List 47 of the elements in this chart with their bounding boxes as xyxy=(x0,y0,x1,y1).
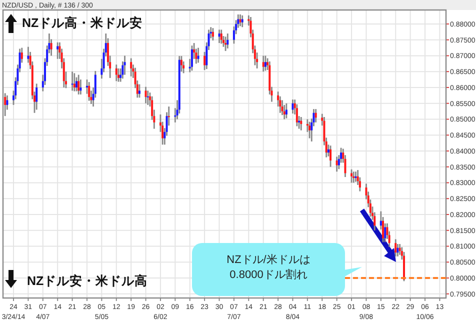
candlestick xyxy=(226,32,229,50)
candlestick xyxy=(197,47,200,64)
candlestick xyxy=(403,251,406,282)
annotation: NZドル/米ドルは 0.8000ドル割れ xyxy=(226,253,310,281)
candlestick xyxy=(308,121,311,139)
candlestick xyxy=(218,28,220,44)
candlestick xyxy=(220,28,222,44)
candlestick xyxy=(279,96,282,114)
candlestick xyxy=(264,55,266,72)
candlestick xyxy=(73,72,76,92)
annotation: NZドル高・米ドル安 xyxy=(22,15,143,30)
candlestick xyxy=(138,84,140,98)
candlestick xyxy=(56,42,59,60)
candlestick xyxy=(78,74,80,96)
candlestick xyxy=(117,68,120,82)
candlestick xyxy=(115,64,118,82)
candlestick xyxy=(314,108,317,124)
candlestick xyxy=(190,44,193,72)
candlestick xyxy=(285,102,288,119)
candlestick xyxy=(330,144,332,168)
candlestick xyxy=(296,104,298,127)
candlestick xyxy=(300,116,302,132)
candlestick xyxy=(144,86,147,104)
candlestick xyxy=(80,78,82,96)
candlestick xyxy=(350,168,353,184)
candlestick xyxy=(241,14,244,28)
candlestick xyxy=(212,27,214,42)
candlestick xyxy=(352,170,355,184)
candlestick xyxy=(262,55,264,72)
candlestick xyxy=(394,238,397,258)
candlestick xyxy=(75,76,78,92)
candlestick xyxy=(281,99,284,116)
candlestick xyxy=(146,90,149,106)
candlestick xyxy=(396,243,399,258)
candlestick xyxy=(71,70,74,92)
candlestick xyxy=(398,243,401,256)
candlestick xyxy=(130,58,132,78)
candlestick xyxy=(283,104,286,120)
candlestick xyxy=(88,81,90,102)
annotation: NZドル安・米ドル高 xyxy=(27,273,148,288)
candlestick xyxy=(124,55,126,76)
candlestick xyxy=(239,14,242,27)
candlestick xyxy=(224,36,227,52)
candlestick xyxy=(336,156,338,172)
candlestick xyxy=(292,98,294,114)
candlestick xyxy=(36,82,38,110)
candlestick xyxy=(354,170,357,182)
